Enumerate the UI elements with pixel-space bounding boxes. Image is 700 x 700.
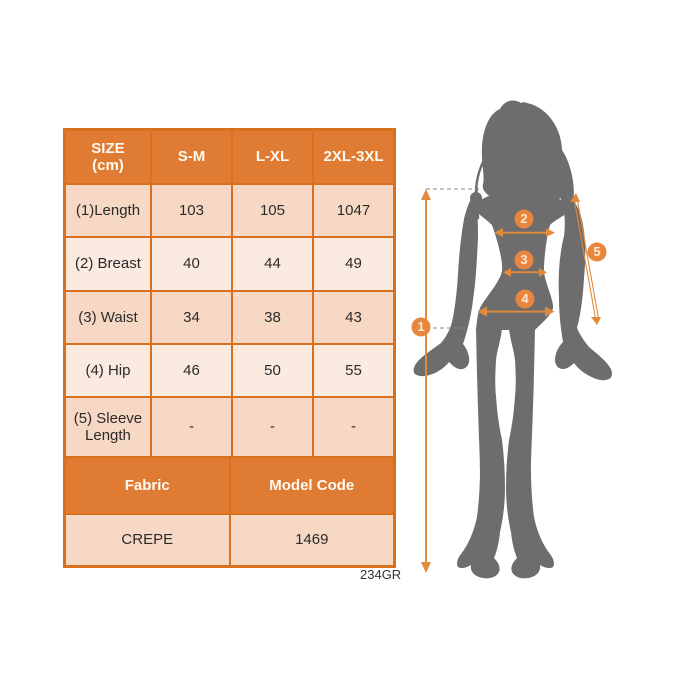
svg-text:4: 4 <box>521 291 529 306</box>
svg-text:1: 1 <box>417 319 424 334</box>
svg-text:2: 2 <box>520 211 527 226</box>
svg-text:5: 5 <box>593 244 600 259</box>
svg-text:3: 3 <box>520 252 527 267</box>
